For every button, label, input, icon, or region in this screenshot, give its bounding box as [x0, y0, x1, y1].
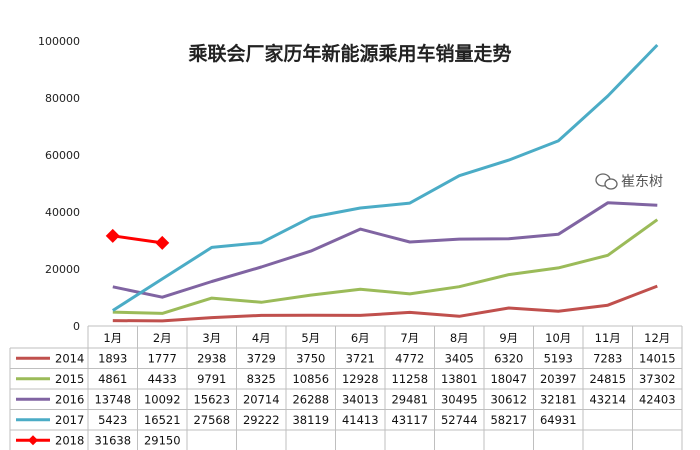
table-cell: 64931	[540, 413, 577, 427]
table-cell: 58217	[490, 413, 527, 427]
table-cell: 3405	[445, 351, 474, 365]
x-tick-label: 7月	[400, 331, 419, 345]
table-cell: 43117	[391, 413, 428, 427]
table-cell: 10856	[292, 372, 329, 386]
legend-label: 2015	[55, 372, 84, 386]
table-cell: 5193	[544, 351, 573, 365]
x-tick-label: 12月	[644, 331, 670, 345]
y-tick-label: 80000	[45, 92, 80, 105]
table-cell: 27568	[193, 413, 230, 427]
table-cell: 10092	[144, 392, 181, 406]
x-tick-label: 6月	[351, 331, 370, 345]
table-cell: 29150	[144, 433, 181, 447]
table-cell: 29481	[391, 392, 428, 406]
table-cell: 41413	[342, 413, 379, 427]
wechat-icon	[595, 173, 618, 190]
table-cell: 4772	[395, 351, 424, 365]
legend-marker-2018	[28, 435, 38, 446]
x-tick-label: 5月	[301, 331, 320, 345]
watermark: 崔东树	[595, 173, 663, 190]
table-cell: 13801	[441, 372, 478, 386]
watermark-text: 崔东树	[621, 174, 663, 190]
table-cell: 30612	[490, 392, 527, 406]
table-cell: 26288	[292, 392, 329, 406]
legend-label: 2017	[55, 413, 84, 427]
series-line-2017	[111, 43, 659, 312]
y-tick-label: 100000	[38, 35, 80, 48]
table-cell: 18047	[490, 372, 527, 386]
y-tick-label: 0	[73, 320, 80, 333]
series-line-2016	[112, 201, 658, 299]
y-tick-label: 40000	[45, 206, 80, 219]
x-tick-label: 4月	[252, 331, 271, 345]
table-cell: 20397	[540, 372, 577, 386]
table-cell: 8325	[247, 372, 276, 386]
series-line-2018	[112, 234, 163, 245]
table-cell: 3750	[296, 351, 325, 365]
table-cell: 3729	[247, 351, 276, 365]
table-cell: 11258	[391, 372, 428, 386]
y-tick-label: 20000	[45, 263, 80, 276]
legend-label: 2014	[55, 351, 84, 365]
y-tick-label: 60000	[45, 149, 80, 162]
x-tick-label: 11月	[595, 331, 621, 345]
table-cell: 32181	[540, 392, 577, 406]
legend-label: 2018	[55, 433, 84, 447]
series-point-2018	[155, 235, 170, 250]
table-cell: 37302	[639, 372, 676, 386]
table-cell: 34013	[342, 392, 379, 406]
series-line-2015	[112, 218, 659, 315]
table-cell: 7283	[593, 351, 622, 365]
table-cell: 52744	[441, 413, 478, 427]
legend-label: 2016	[55, 392, 84, 406]
table-cell: 9791	[197, 372, 226, 386]
table-cell: 1893	[98, 351, 127, 365]
table-cell: 15623	[193, 392, 230, 406]
table-cell: 31638	[94, 433, 131, 447]
table-cell: 5423	[98, 413, 127, 427]
table-cell: 12928	[342, 372, 379, 386]
x-tick-label: 2月	[153, 331, 172, 345]
table-cell: 16521	[144, 413, 181, 427]
x-tick-label: 1月	[103, 331, 122, 345]
table-cell: 4861	[98, 372, 127, 386]
x-tick-label: 10月	[545, 331, 571, 345]
x-tick-label: 8月	[450, 331, 469, 345]
chart-title: 乘联会厂家历年新能源乘用车销量走势	[187, 42, 511, 65]
table-cell: 13748	[94, 392, 131, 406]
table-cell: 38119	[292, 413, 329, 427]
x-tick-label: 9月	[499, 331, 518, 345]
series-point-2018	[105, 228, 120, 243]
table-cell: 14015	[639, 351, 676, 365]
table-cell: 20714	[243, 392, 280, 406]
table-cell: 24815	[589, 372, 626, 386]
x-tick-label: 3月	[202, 331, 221, 345]
table-cell: 29222	[243, 413, 280, 427]
table-cell: 2938	[197, 351, 226, 365]
table-cell: 1777	[148, 351, 177, 365]
table-cell: 43214	[589, 392, 626, 406]
series-line-2014	[112, 284, 658, 323]
table-cell: 3721	[346, 351, 375, 365]
table-cell: 6320	[494, 351, 523, 365]
table-cell: 4433	[148, 372, 177, 386]
table-cell: 30495	[441, 392, 478, 406]
table-cell: 42403	[639, 392, 676, 406]
